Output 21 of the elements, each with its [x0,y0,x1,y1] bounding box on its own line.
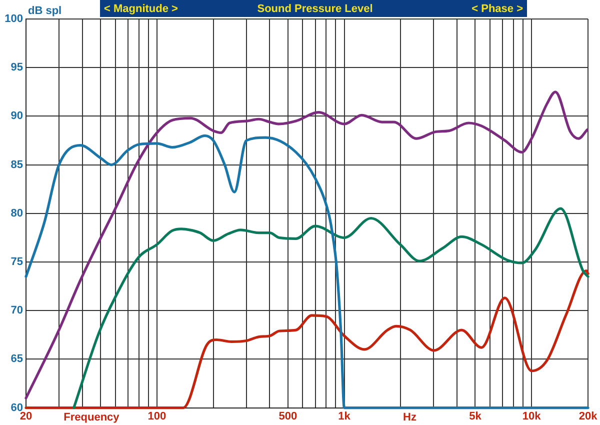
y-tick-label: 90 [10,110,23,122]
x-tick-label: 500 [278,410,298,422]
x-tick-label: 100 [148,410,166,422]
chart-title: Sound Pressure Level [257,3,373,16]
y-axis-title: dB spl [28,5,62,18]
text: < Phase > [472,3,523,16]
y-tick-label: 70 [10,304,23,317]
x-tick-label: 1k [338,410,352,422]
x-tick-label: 20k [578,410,598,422]
y-tick-label: 85 [10,158,23,171]
x-tick-label: 5k [469,410,482,422]
y-tick-label: 65 [10,353,23,366]
y-tick-label: 80 [10,207,23,220]
text: < Magnitude > [104,3,178,16]
x-axis-title: Frequency [64,411,120,424]
y-tick-label: 100 [4,13,23,26]
text: Hz [403,411,417,424]
x-tick-label: 20 [20,410,32,422]
y-tick-label: 75 [10,256,23,268]
y-tick-label: 95 [10,62,23,74]
x-tick-label: 10k [522,410,542,422]
